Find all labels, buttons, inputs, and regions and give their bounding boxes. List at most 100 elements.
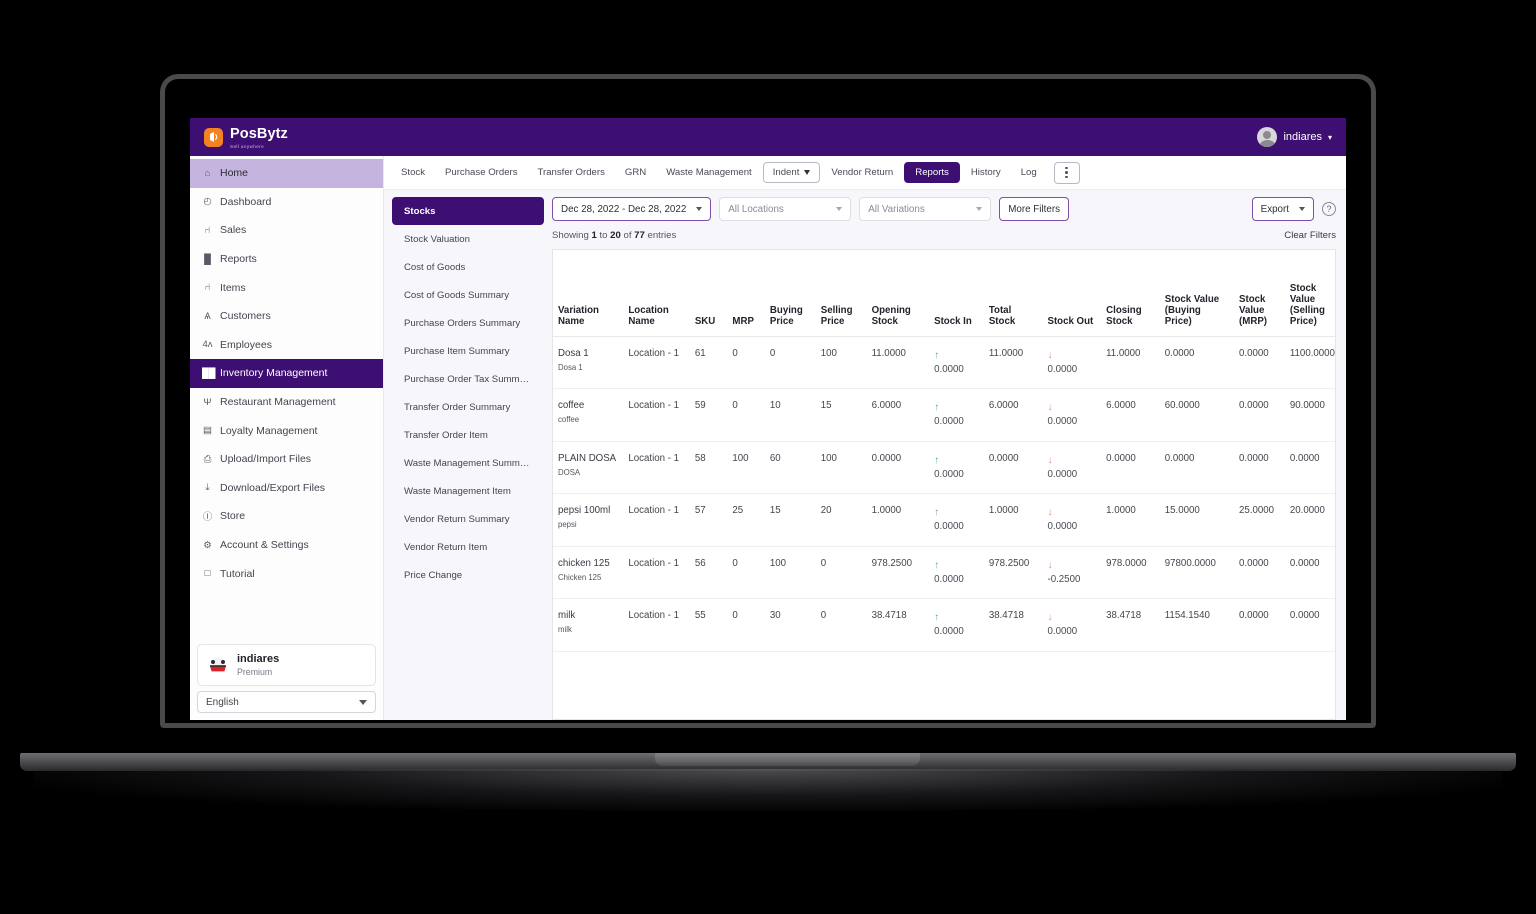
sidebar-item-home[interactable]: ⌂ Home	[190, 159, 383, 188]
report-item-transfer-order-summary[interactable]: Transfer Order Summary	[404, 401, 511, 413]
report-item-purchase-item-summary[interactable]: Purchase Item Summary	[404, 345, 510, 357]
tab-grn[interactable]: GRN	[616, 162, 655, 183]
report-item-transfer-order-item[interactable]: Transfer Order Item	[404, 429, 488, 441]
selling-price-cell: 15	[815, 388, 867, 442]
sku-cell: 59	[689, 388, 728, 442]
table-row[interactable]: PLAIN DOSA DOSA Location - 1 58 100 60 100 0.00…	[553, 441, 1335, 495]
account-card[interactable]: indiares Premium	[197, 644, 376, 686]
tab-label: Purchase Orders	[445, 167, 518, 178]
arrow-up-icon: ↑	[934, 612, 940, 624]
tab-stock[interactable]: Stock	[392, 162, 434, 183]
variation-name: PLAIN DOSA	[558, 452, 617, 464]
sidebar-item-label: Home	[220, 167, 249, 180]
sidebar-item-account-settings[interactable]: ⚙ Account & Settings	[190, 531, 383, 560]
chevron-down-icon	[976, 207, 983, 211]
sidebar-item-download-export-files[interactable]: ⤓ Download/Export Files	[190, 474, 383, 503]
brand-logo[interactable]: PosBytz Sell anywhere	[204, 125, 288, 149]
boxes-icon: ██	[202, 367, 216, 379]
report-item-purchase-orders-summary[interactable]: Purchase Orders Summary	[404, 317, 521, 329]
report-item-waste-management-item[interactable]: Waste Management Item	[404, 485, 511, 497]
table-row[interactable]: milk milk Location - 1 55 0 30 0 38.4718 ↑ 0.0000…	[553, 598, 1335, 652]
table-row[interactable]: Dosa 1 Dosa 1 Location - 1 61 0 0 100 11.0000 ↑ 0…	[553, 336, 1335, 390]
user-name: indiares	[1283, 131, 1322, 143]
chevron-down-icon: ▾	[1327, 132, 1332, 142]
brand-name: PosBytz	[230, 126, 288, 142]
tab-log[interactable]: Log	[1012, 162, 1046, 183]
table-row[interactable]: coffee coffee Location - 1 59 0 10 15 6.0000 ↑ 0.…	[553, 388, 1335, 442]
report-item-price-change[interactable]: Price Change	[404, 569, 463, 581]
play-box-icon: □	[204, 568, 211, 580]
stock-in-cell: ↑ 0.0000	[929, 388, 984, 442]
cell-value: 0.0000	[934, 468, 964, 480]
sidebar-item-upload-import-files[interactable]: ⎙ Upload/Import Files	[190, 445, 383, 474]
location-filter[interactable]: All Locations	[719, 197, 852, 221]
help-icon[interactable]: ?	[1322, 202, 1336, 216]
opening-stock-cell: 1.0000	[866, 493, 930, 547]
report-item-vendor-return-summary[interactable]: Vendor Return Summary	[404, 513, 510, 525]
sidebar-item-label: Employees	[220, 338, 272, 351]
column-header: MRP	[727, 250, 765, 337]
tab-history[interactable]: History	[962, 162, 1010, 183]
buying-price-cell: 100	[764, 546, 816, 600]
closing-stock-cell: 6.0000	[1101, 388, 1160, 442]
tab-reports[interactable]: Reports	[904, 162, 960, 183]
report-item-waste-management-summary[interactable]: Waste Management Summary	[404, 457, 534, 469]
bar-chart-icon: █	[204, 253, 211, 265]
more-filters-button[interactable]: More Filters	[999, 197, 1069, 221]
column-header: Selling Price	[815, 250, 867, 337]
report-item-cost-of-goods-summary[interactable]: Cost of Goods Summary	[404, 289, 510, 301]
report-item-stock-valuation[interactable]: Stock Valuation	[404, 233, 470, 245]
sidebar-item-reports[interactable]: █ Reports	[190, 245, 383, 274]
export-button[interactable]: Export	[1251, 197, 1314, 221]
sidebar-item-tutorial[interactable]: □ Tutorial	[190, 559, 383, 588]
tab-purchase-orders[interactable]: Purchase Orders	[436, 162, 527, 183]
sidebar: ⌂ Home ◴ Dashboard ⑁ Sales █ Reports ⑁ Items Ѧ Cust…	[190, 156, 384, 720]
arrow-down-icon: ↓	[1047, 402, 1053, 414]
sidebar-item-inventory-management[interactable]: ██ Inventory Management	[190, 359, 383, 388]
selling-price-cell: 0	[815, 546, 867, 600]
cart-icon: ⑁	[204, 224, 211, 236]
stock-in-cell: ↑ 0.0000	[929, 336, 984, 390]
column-header: Stock Out	[1042, 250, 1102, 337]
variation-name-cell: chicken 125 Chicken 125	[553, 546, 624, 600]
tab-label: Vendor Return	[831, 167, 894, 178]
tab-label: Waste Management	[666, 167, 752, 178]
tab-transfer-orders[interactable]: Transfer Orders	[529, 162, 614, 183]
sidebar-item-customers[interactable]: Ѧ Customers	[190, 302, 383, 331]
report-item-purchase-order-tax-summary[interactable]: Purchase Order Tax Summary	[404, 373, 533, 385]
total-stock-cell: 0.0000	[983, 441, 1043, 495]
variation-filter[interactable]: All Variations	[859, 197, 992, 221]
arrow-up-icon: ↑	[934, 507, 940, 519]
showing-mid2: of	[620, 230, 635, 241]
tab-waste-management[interactable]: Waste Management	[657, 162, 761, 183]
clock-icon: ◴	[203, 196, 212, 208]
sidebar-item-store[interactable]: Ⓘ Store	[190, 502, 383, 531]
language-select[interactable]: English	[197, 691, 376, 713]
sidebar-item-employees[interactable]: 4ʌ Employees	[190, 331, 383, 360]
mrp-cell: 0	[727, 546, 765, 600]
date-range-filter[interactable]: Dec 28, 2022 - Dec 28, 2022	[552, 197, 712, 221]
laptop-shadow	[34, 769, 1502, 811]
report-item-cost-of-goods[interactable]: Cost of Goods	[404, 261, 466, 273]
opening-stock-cell: 978.2500	[866, 546, 930, 600]
sidebar-item-label: Store	[220, 510, 246, 523]
sidebar-item-loyalty-management[interactable]: ▤ Loyalty Management	[190, 416, 383, 445]
more-options-button[interactable]	[1053, 161, 1080, 184]
sidebar-item-items[interactable]: ⑁ Items	[190, 273, 383, 302]
table-row[interactable]: pepsi 100ml pepsi Location - 1 57 25 15 20 1.00…	[553, 493, 1335, 547]
total-stock-cell: 11.0000	[983, 336, 1043, 390]
tab-vendor-return[interactable]: Vendor Return	[822, 162, 902, 183]
report-item-stocks[interactable]: Stocks	[392, 197, 544, 225]
report-item-vendor-return-item[interactable]: Vendor Return Item	[404, 541, 488, 553]
sidebar-item-sales[interactable]: ⑁ Sales	[190, 216, 383, 245]
export-label: Export	[1260, 203, 1289, 215]
sidebar-item-restaurant-management[interactable]: Ψ Restaurant Management	[190, 388, 383, 417]
sidebar-item-dashboard[interactable]: ◴ Dashboard	[190, 188, 383, 217]
variation-sub-name: milk	[558, 625, 572, 635]
cell-value: 0.0000	[1047, 468, 1078, 480]
tab-indent[interactable]: Indent	[762, 162, 821, 183]
table-row[interactable]: chicken 125 Chicken 125 Location - 1 56 0 100…	[553, 546, 1335, 600]
user-menu[interactable]: indiares ▾	[1257, 127, 1332, 147]
tab-label: Transfer Orders	[537, 167, 605, 178]
clear-filters-button[interactable]: Clear Filters	[1284, 230, 1336, 241]
